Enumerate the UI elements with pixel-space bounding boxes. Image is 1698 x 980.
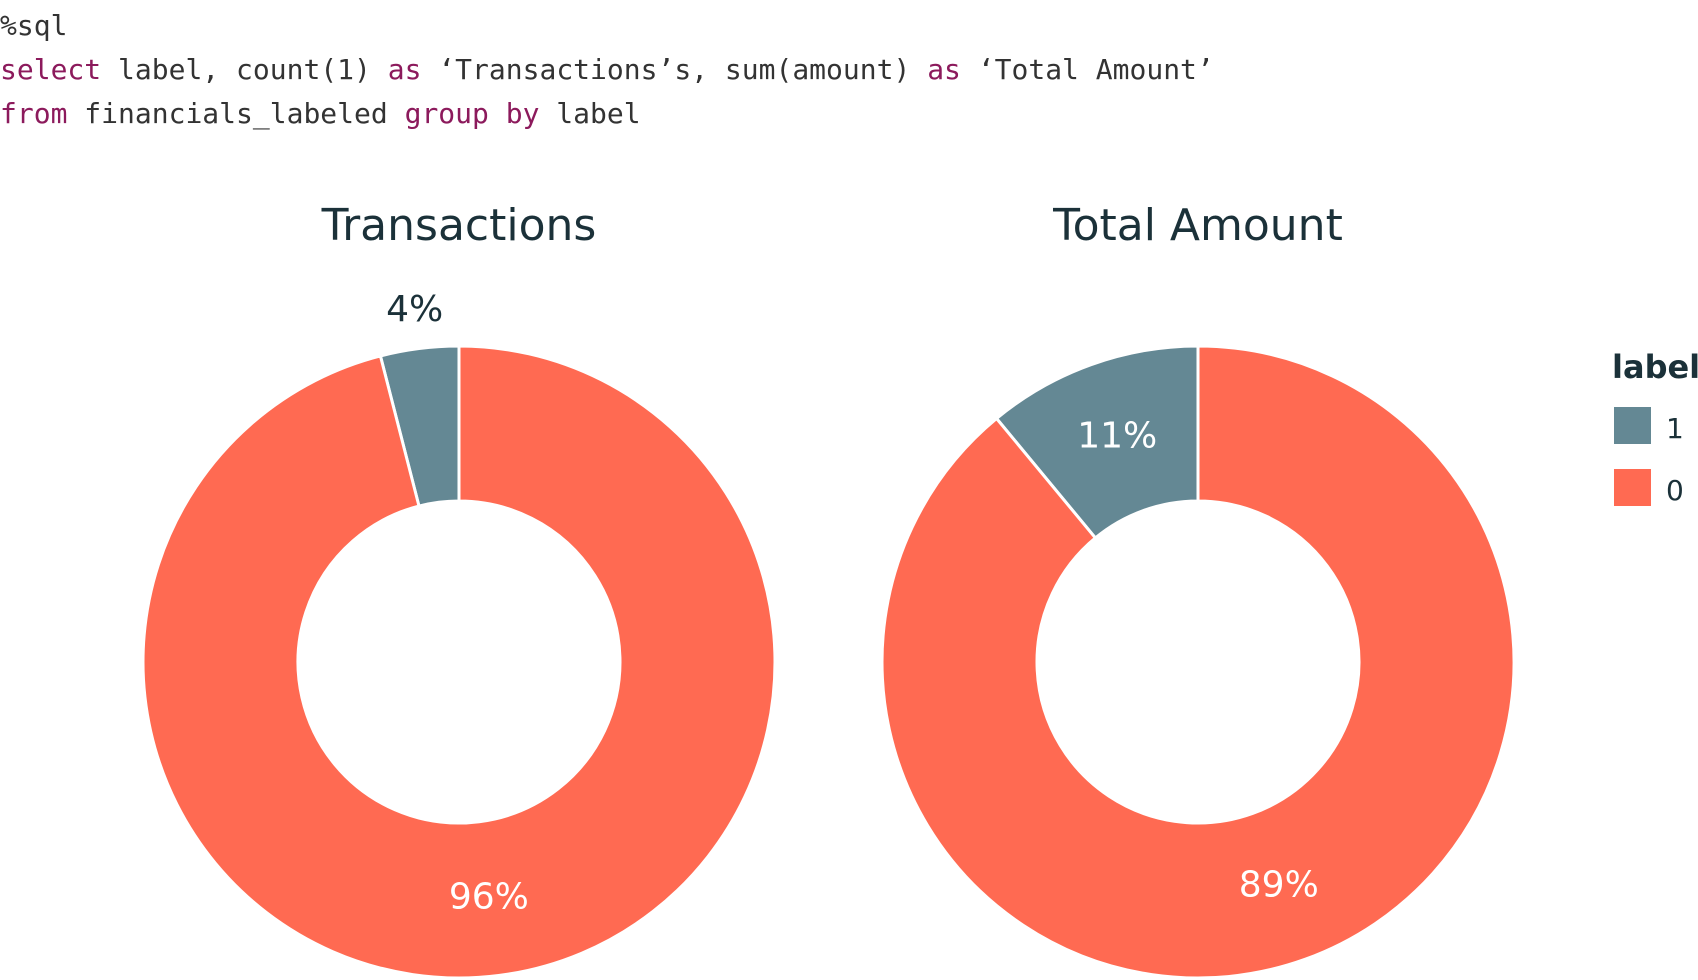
donut-total-amount: 11% 89%: [880, 344, 1516, 980]
sql-text: %sql: [0, 9, 68, 42]
code-line: from financials_labeled group by label: [0, 92, 1214, 136]
sql-keyword: group by: [404, 97, 540, 130]
legend: label 1 0: [1612, 348, 1698, 507]
donut-slice-0: [880, 344, 1516, 980]
sql-text: label: [539, 97, 641, 130]
sql-keyword: select: [0, 53, 102, 86]
sql-keyword: as: [387, 53, 422, 86]
legend-swatch-1: [1614, 407, 1651, 444]
slice-percent-label: 11%: [1077, 416, 1157, 457]
code-line: %sql: [0, 4, 1214, 48]
slice-percent-label: 4%: [386, 289, 443, 330]
donut-transactions: 4% 96%: [141, 289, 777, 980]
chart-title-total-amount: Total Amount: [1052, 200, 1343, 251]
sql-text: label, count(1): [101, 53, 388, 86]
chart-title-transactions: Transactions: [321, 200, 597, 251]
sql-text: financials_labeled: [67, 97, 405, 130]
slice-percent-label: 89%: [1239, 864, 1319, 905]
slice-percent-label: 96%: [449, 877, 529, 918]
legend-title: label: [1612, 348, 1698, 386]
legend-label-0: 0: [1666, 474, 1684, 507]
donut-slice-0: [141, 344, 777, 980]
code-line: select label, count(1) as ‘Transactions’…: [0, 48, 1214, 92]
sql-text: ‘Transactions’s, sum(amount): [421, 53, 928, 86]
sql-code-cell[interactable]: %sql select label, count(1) as ‘Transacti…: [0, 4, 1214, 136]
legend-swatch-0: [1614, 469, 1651, 506]
sql-keyword: from: [0, 97, 68, 130]
legend-label-1: 1: [1666, 412, 1684, 445]
sql-keyword: as: [927, 53, 961, 86]
sql-text: ‘Total Amount’: [960, 53, 1214, 86]
